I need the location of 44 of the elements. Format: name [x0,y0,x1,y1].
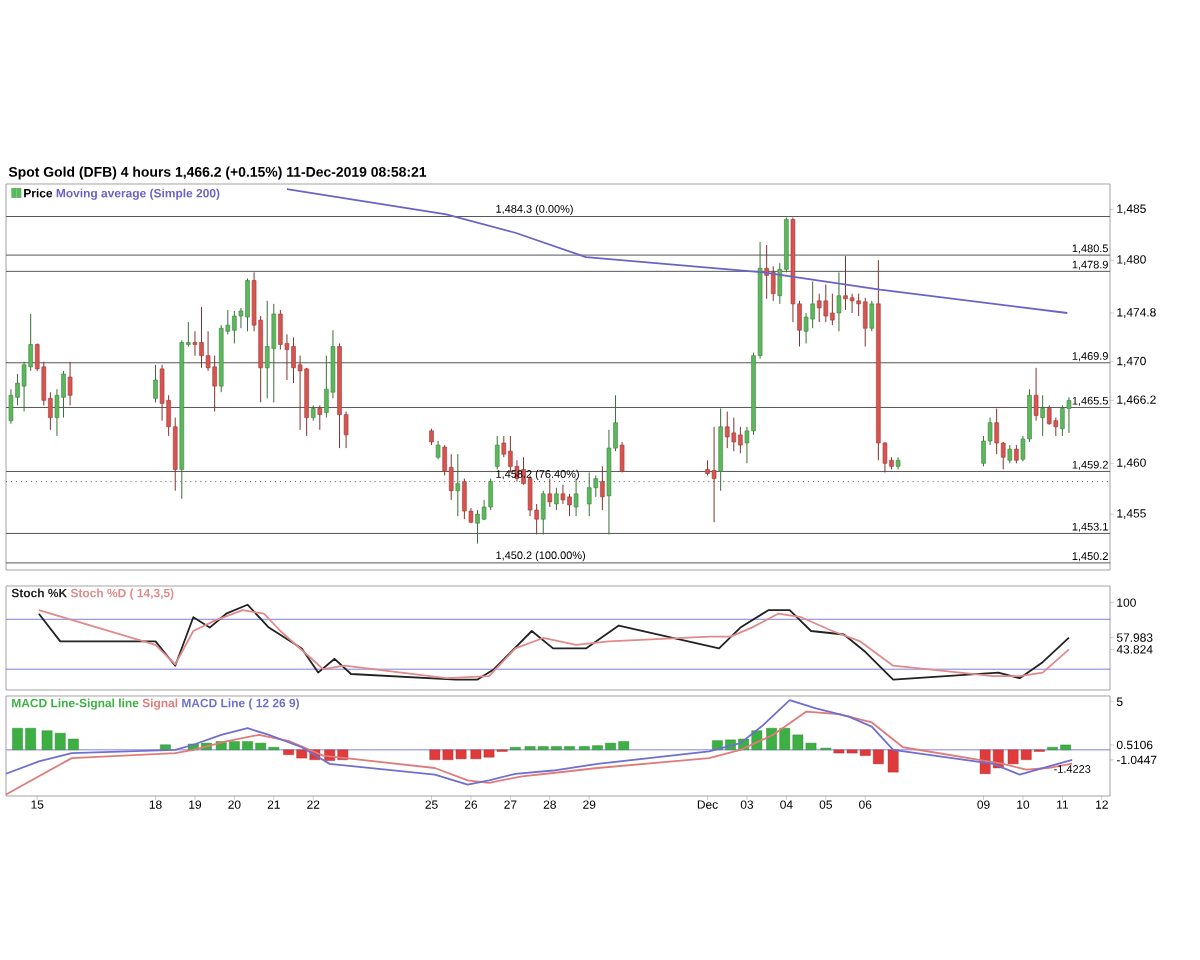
candlestick [869,300,875,332]
candlestick [567,493,572,517]
candlestick [619,441,625,473]
candlestick [547,478,553,508]
candlestick [192,330,198,357]
candlestick [731,417,737,452]
candlestick [435,440,441,460]
candlestick [600,465,605,511]
candlestick [816,293,822,323]
candlestick [573,478,579,517]
candlestick [823,284,829,323]
candlestick [554,487,559,511]
candlestick [475,509,480,545]
candlestick [1033,367,1039,422]
candlestick [738,426,743,454]
candlestick [462,478,467,520]
candlestick [1014,444,1019,464]
candlestick [199,306,204,369]
candlestick [1040,394,1045,437]
candlestick [540,490,546,535]
candlestick [718,407,723,492]
candlestick [843,255,848,311]
candlestick [1007,444,1013,464]
candlestick [1060,404,1065,437]
candlestick [448,453,454,501]
candlestick [724,411,730,449]
candlestick [1066,396,1072,434]
candlestick [245,277,250,332]
candlestick [711,426,717,523]
candlestick [770,265,776,302]
line-series [286,188,1069,314]
candlestick [455,453,461,517]
candlestick [317,404,323,431]
candlestick [586,471,592,517]
candlestick [994,407,999,455]
candlestick [153,364,158,403]
candlestick [830,293,835,326]
candlestick [494,435,500,470]
candlestick [271,303,277,403]
candlestick [264,300,270,399]
candlestick [862,297,868,348]
candlestick [232,310,237,344]
candlestick [836,271,842,332]
candlestick [67,361,73,406]
